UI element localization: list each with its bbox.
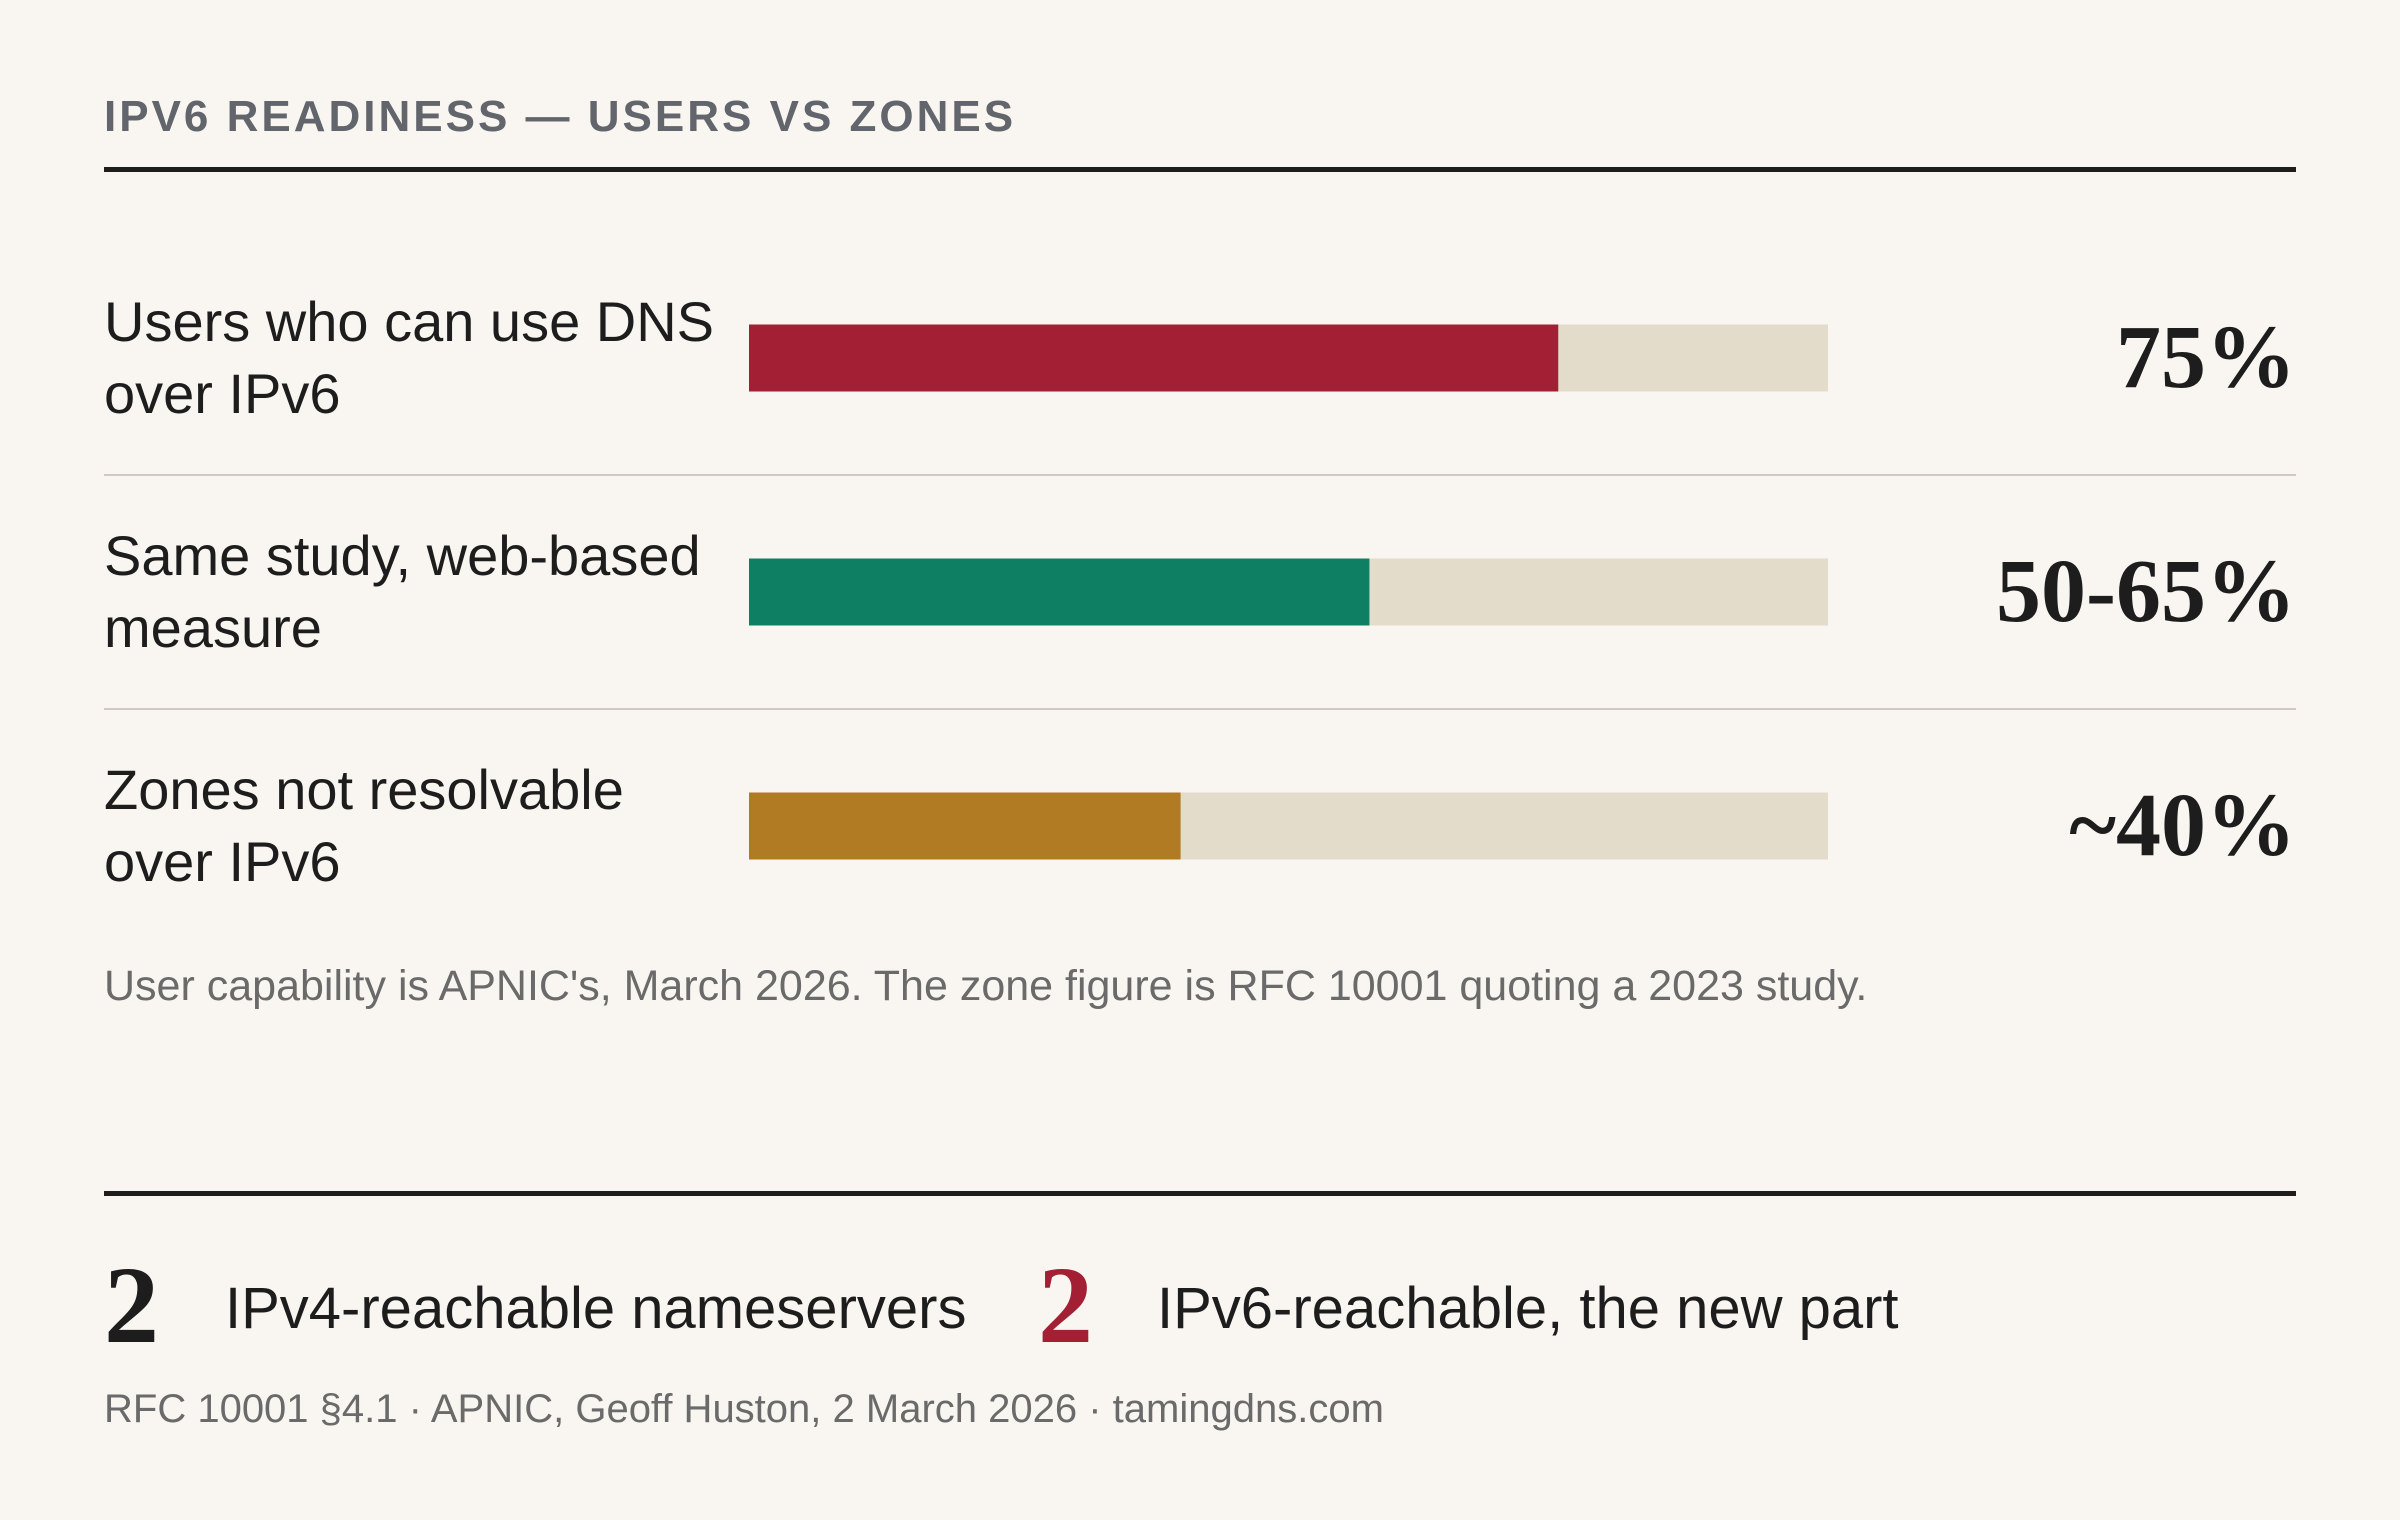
note: User capability is APNIC's, March 2026. … [104,962,1868,1010]
source: RFC 10001 §4.1 · APNIC, Geoff Huston, 2 … [104,1387,1384,1431]
bar [749,324,1559,392]
chart-title: IPV6 READINESS — USERS VS ZONES [104,92,1017,141]
value-label: 50-65% [1996,542,2296,641]
stat-label: IPv6-reachable, the new part [1157,1276,1899,1341]
stat-number: 2 [1038,1244,1093,1366]
row-separator [104,474,2296,476]
bottom-rule [104,1191,2296,1196]
bar [749,558,1370,626]
value-label: 75% [2116,308,2296,407]
stat-label: IPv4-reachable nameservers [225,1276,967,1341]
stat-number: 2 [104,1244,159,1366]
bar [749,792,1181,860]
row-separator [104,708,2296,710]
top-rule [104,167,2296,172]
category-label: Zones not resolvable over IPv6 [104,758,624,893]
value-label: ~40% [2069,776,2296,875]
category-label: Same study, web-based measure [104,524,701,659]
category-label: Users who can use DNS over IPv6 [104,290,715,425]
